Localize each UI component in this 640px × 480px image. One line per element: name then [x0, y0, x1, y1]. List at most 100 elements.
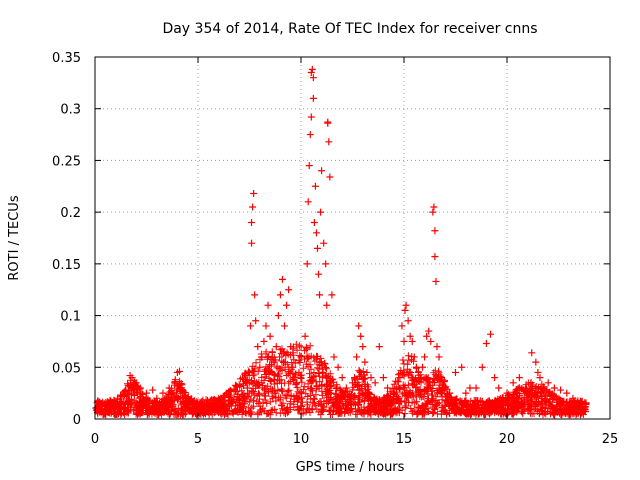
data-point	[301, 332, 309, 340]
data-point	[322, 260, 330, 268]
data-point	[412, 363, 420, 371]
data-point	[367, 374, 375, 382]
data-point	[410, 353, 418, 361]
data-point	[285, 286, 293, 294]
data-point	[149, 386, 157, 394]
data-point	[143, 389, 150, 397]
data-point	[270, 358, 278, 366]
data-point	[159, 389, 167, 397]
data-point	[575, 399, 583, 407]
data-point	[258, 353, 266, 361]
data-point	[349, 379, 356, 387]
data-point	[313, 244, 321, 252]
data-point	[310, 218, 318, 226]
data-point	[325, 138, 333, 146]
data-point	[495, 384, 503, 392]
data-point	[287, 343, 295, 351]
data-point	[254, 343, 262, 351]
data-point	[225, 401, 233, 409]
data-point	[309, 94, 317, 102]
data-point	[427, 337, 435, 345]
data-point	[425, 327, 433, 335]
data-point	[194, 403, 202, 411]
dense-point-band	[92, 340, 590, 419]
data-point	[165, 384, 173, 392]
data-point	[379, 374, 387, 382]
data-point	[536, 374, 544, 382]
data-point	[264, 301, 272, 309]
data-point	[515, 374, 523, 382]
data-point	[316, 291, 324, 299]
data-point	[306, 131, 314, 139]
data-point	[355, 322, 363, 330]
data-point	[239, 394, 247, 402]
data-point	[532, 358, 540, 366]
data-point	[429, 208, 437, 216]
data-point	[363, 368, 371, 376]
data-point	[293, 379, 301, 387]
grid	[95, 57, 610, 419]
data-point	[303, 260, 311, 268]
data-point	[324, 118, 332, 126]
data-point	[404, 317, 412, 325]
data-point	[268, 353, 276, 361]
data-point	[272, 343, 280, 351]
data-point	[437, 374, 445, 382]
data-point	[305, 162, 313, 170]
data-point	[326, 173, 334, 181]
data-point	[353, 353, 361, 361]
data-point	[414, 368, 422, 376]
y-axis-label: ROTI / TECUs	[7, 195, 22, 280]
data-point	[466, 384, 474, 392]
data-point	[262, 322, 270, 330]
data-point	[423, 332, 431, 340]
data-point	[315, 270, 323, 278]
data-point	[478, 363, 486, 371]
y-tick-label: 0	[73, 413, 81, 428]
data-point	[390, 389, 398, 397]
data-point	[462, 389, 470, 397]
data-point	[132, 379, 140, 387]
data-point	[371, 379, 379, 387]
data-point	[491, 374, 499, 382]
data-point	[359, 343, 367, 351]
data-point	[563, 389, 571, 397]
data-point	[334, 363, 342, 371]
x-tick-label: 20	[499, 432, 516, 447]
data-point	[357, 332, 365, 340]
data-point	[419, 363, 427, 371]
data-point	[247, 322, 255, 330]
data-point	[312, 229, 320, 237]
data-point	[351, 374, 359, 382]
x-axis-label: GPS time / hours	[296, 460, 405, 475]
x-tick-label: 0	[91, 432, 99, 447]
data-point	[400, 337, 408, 345]
data-point	[136, 384, 144, 392]
data-point	[487, 330, 495, 338]
x-tick-label: 10	[293, 432, 310, 447]
data-point	[550, 384, 558, 392]
data-point	[311, 182, 319, 190]
data-point	[122, 386, 130, 394]
data-point	[431, 253, 439, 261]
data-point	[472, 384, 480, 392]
data-point	[235, 396, 243, 404]
data-point	[330, 353, 338, 361]
data-point	[323, 301, 331, 309]
y-axis-ticks: 0 0.05 0.1 0.15 0.2 0.25 0.3 0.35	[52, 51, 610, 428]
data-point	[503, 389, 511, 397]
data-point	[283, 301, 291, 309]
data-point	[458, 363, 466, 371]
data-point	[406, 332, 414, 340]
data-point	[320, 239, 328, 247]
data-point	[128, 374, 136, 382]
data-point	[401, 306, 409, 314]
x-axis-ticks: 0 5 10 15 20 25	[91, 57, 618, 447]
data-point	[522, 384, 530, 392]
data-point	[318, 167, 326, 175]
data-point	[295, 368, 303, 376]
data-point	[534, 368, 542, 376]
data-point	[544, 379, 552, 387]
chart-title: Day 354 of 2014, Rate Of TEC Index for r…	[162, 21, 537, 37]
data-point	[178, 384, 186, 392]
